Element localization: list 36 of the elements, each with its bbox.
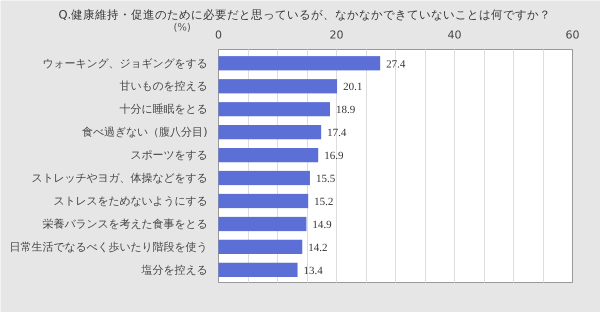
bar — [218, 216, 306, 232]
x-tick-label: 60 — [566, 28, 580, 42]
data-label: 14.9 — [312, 218, 332, 231]
data-label: 20.1 — [343, 81, 362, 94]
data-label: 14.2 — [308, 242, 328, 254]
bar — [218, 79, 338, 94]
data-label: 16.9 — [324, 150, 344, 162]
x-tick-label: 40 — [448, 28, 462, 42]
data-label: 13.4 — [304, 264, 324, 277]
y-tick-label: ストレスをためないようにする — [54, 194, 208, 208]
bar — [218, 240, 302, 254]
bar — [218, 194, 308, 208]
y-tick-label: 十分に睡眠をとる — [120, 102, 208, 116]
y-tick-label: スポーツをする — [130, 148, 208, 162]
bar — [218, 262, 298, 277]
chart-title: Q.健康維持・促進のために必要だと思っているが、なかなかできていないことは何ですか？ — [58, 8, 552, 22]
y-tick-label: 食べ過ぎない（腹八分目) — [82, 126, 208, 139]
bar — [218, 170, 310, 186]
bar — [218, 148, 318, 162]
y-tick-label: 甘いものを控える — [120, 80, 208, 93]
x-tick-label: 20 — [330, 28, 344, 42]
y-tick-label: ストレッチやヨガ、体操などをする — [32, 172, 208, 185]
bar — [218, 102, 330, 116]
data-label: 17.4 — [327, 127, 347, 140]
bar — [218, 125, 322, 140]
data-label: 18.9 — [336, 104, 356, 116]
y-tick-label: 塩分を控える — [140, 263, 208, 276]
y-tick-label: 栄養バランスを考えた食事をとる — [42, 217, 208, 230]
x-axis-title: (%) — [174, 22, 191, 34]
data-label: 27.4 — [386, 58, 406, 70]
data-label: 15.2 — [314, 196, 334, 208]
x-tick-label: 0 — [215, 28, 222, 42]
y-tick-label: ウォーキング、ジョギングをする — [42, 56, 208, 70]
y-tick-label: 日常生活でなるべく歩いたり階段を使う — [10, 240, 208, 254]
data-label: 15.5 — [316, 173, 336, 186]
bar — [218, 56, 380, 70]
